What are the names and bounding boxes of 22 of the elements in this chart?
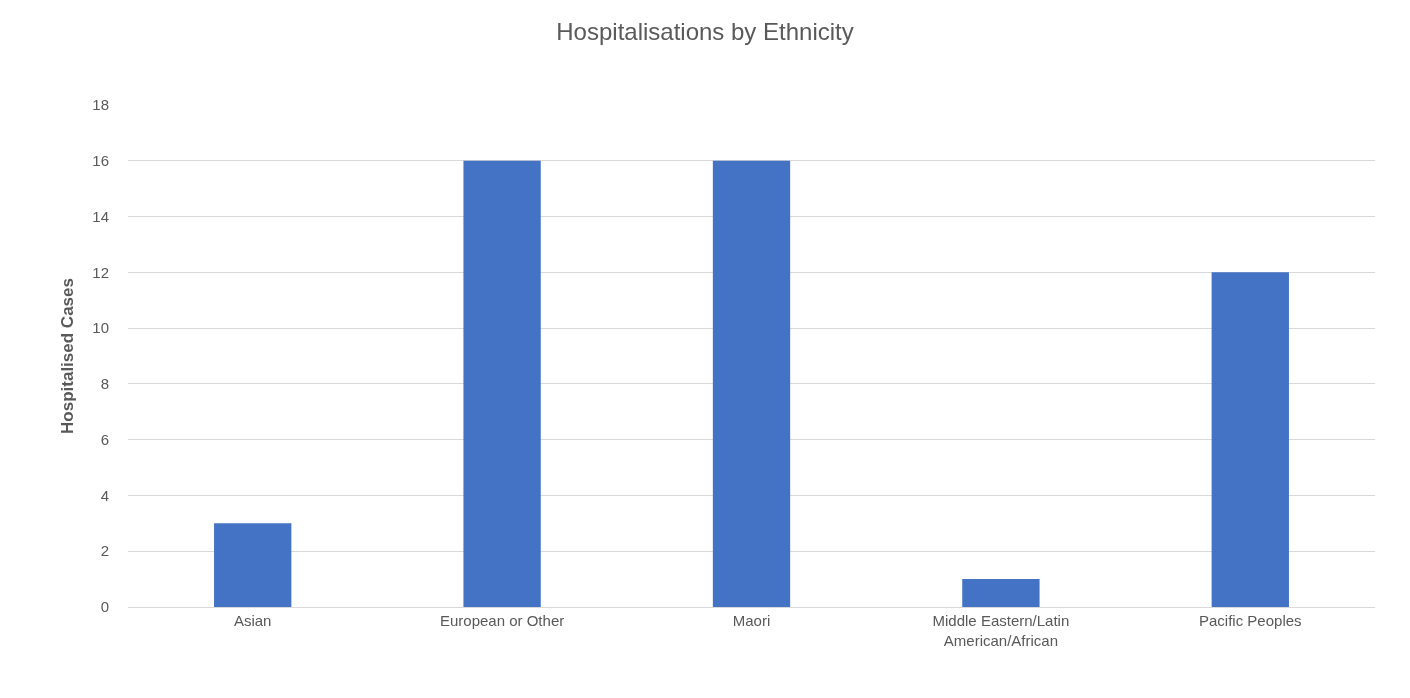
y-tick-label: 4 [100, 486, 109, 504]
y-tick-label: 14 [92, 207, 109, 225]
y-tick-label: 8 [100, 375, 109, 393]
bar [1211, 272, 1289, 607]
x-tick-label: Middle Eastern/Latin American/African [932, 612, 1070, 649]
x-tick-label: Asian [233, 612, 272, 629]
y-tick-label: 12 [92, 263, 109, 281]
y-tick-label: 2 [100, 542, 109, 560]
x-tick-label: Pacific Peoples [1199, 612, 1302, 629]
bar [962, 579, 1040, 607]
y-tick-label: 16 [92, 152, 109, 170]
y-tick-label: 10 [92, 319, 109, 337]
bar [712, 160, 791, 607]
y-axis-title: Hospitalised Cases [57, 278, 77, 434]
y-tick-label: 6 [100, 430, 109, 448]
y-tick-label: 18 [92, 96, 109, 114]
x-tick-label: Maori [732, 612, 771, 629]
x-tick-label: European or Other [439, 612, 565, 629]
bar [463, 160, 541, 607]
y-tick-label: 0 [100, 598, 109, 616]
chart-title: Hospitalisations by Ethnicity [556, 17, 854, 45]
bar [214, 523, 292, 607]
